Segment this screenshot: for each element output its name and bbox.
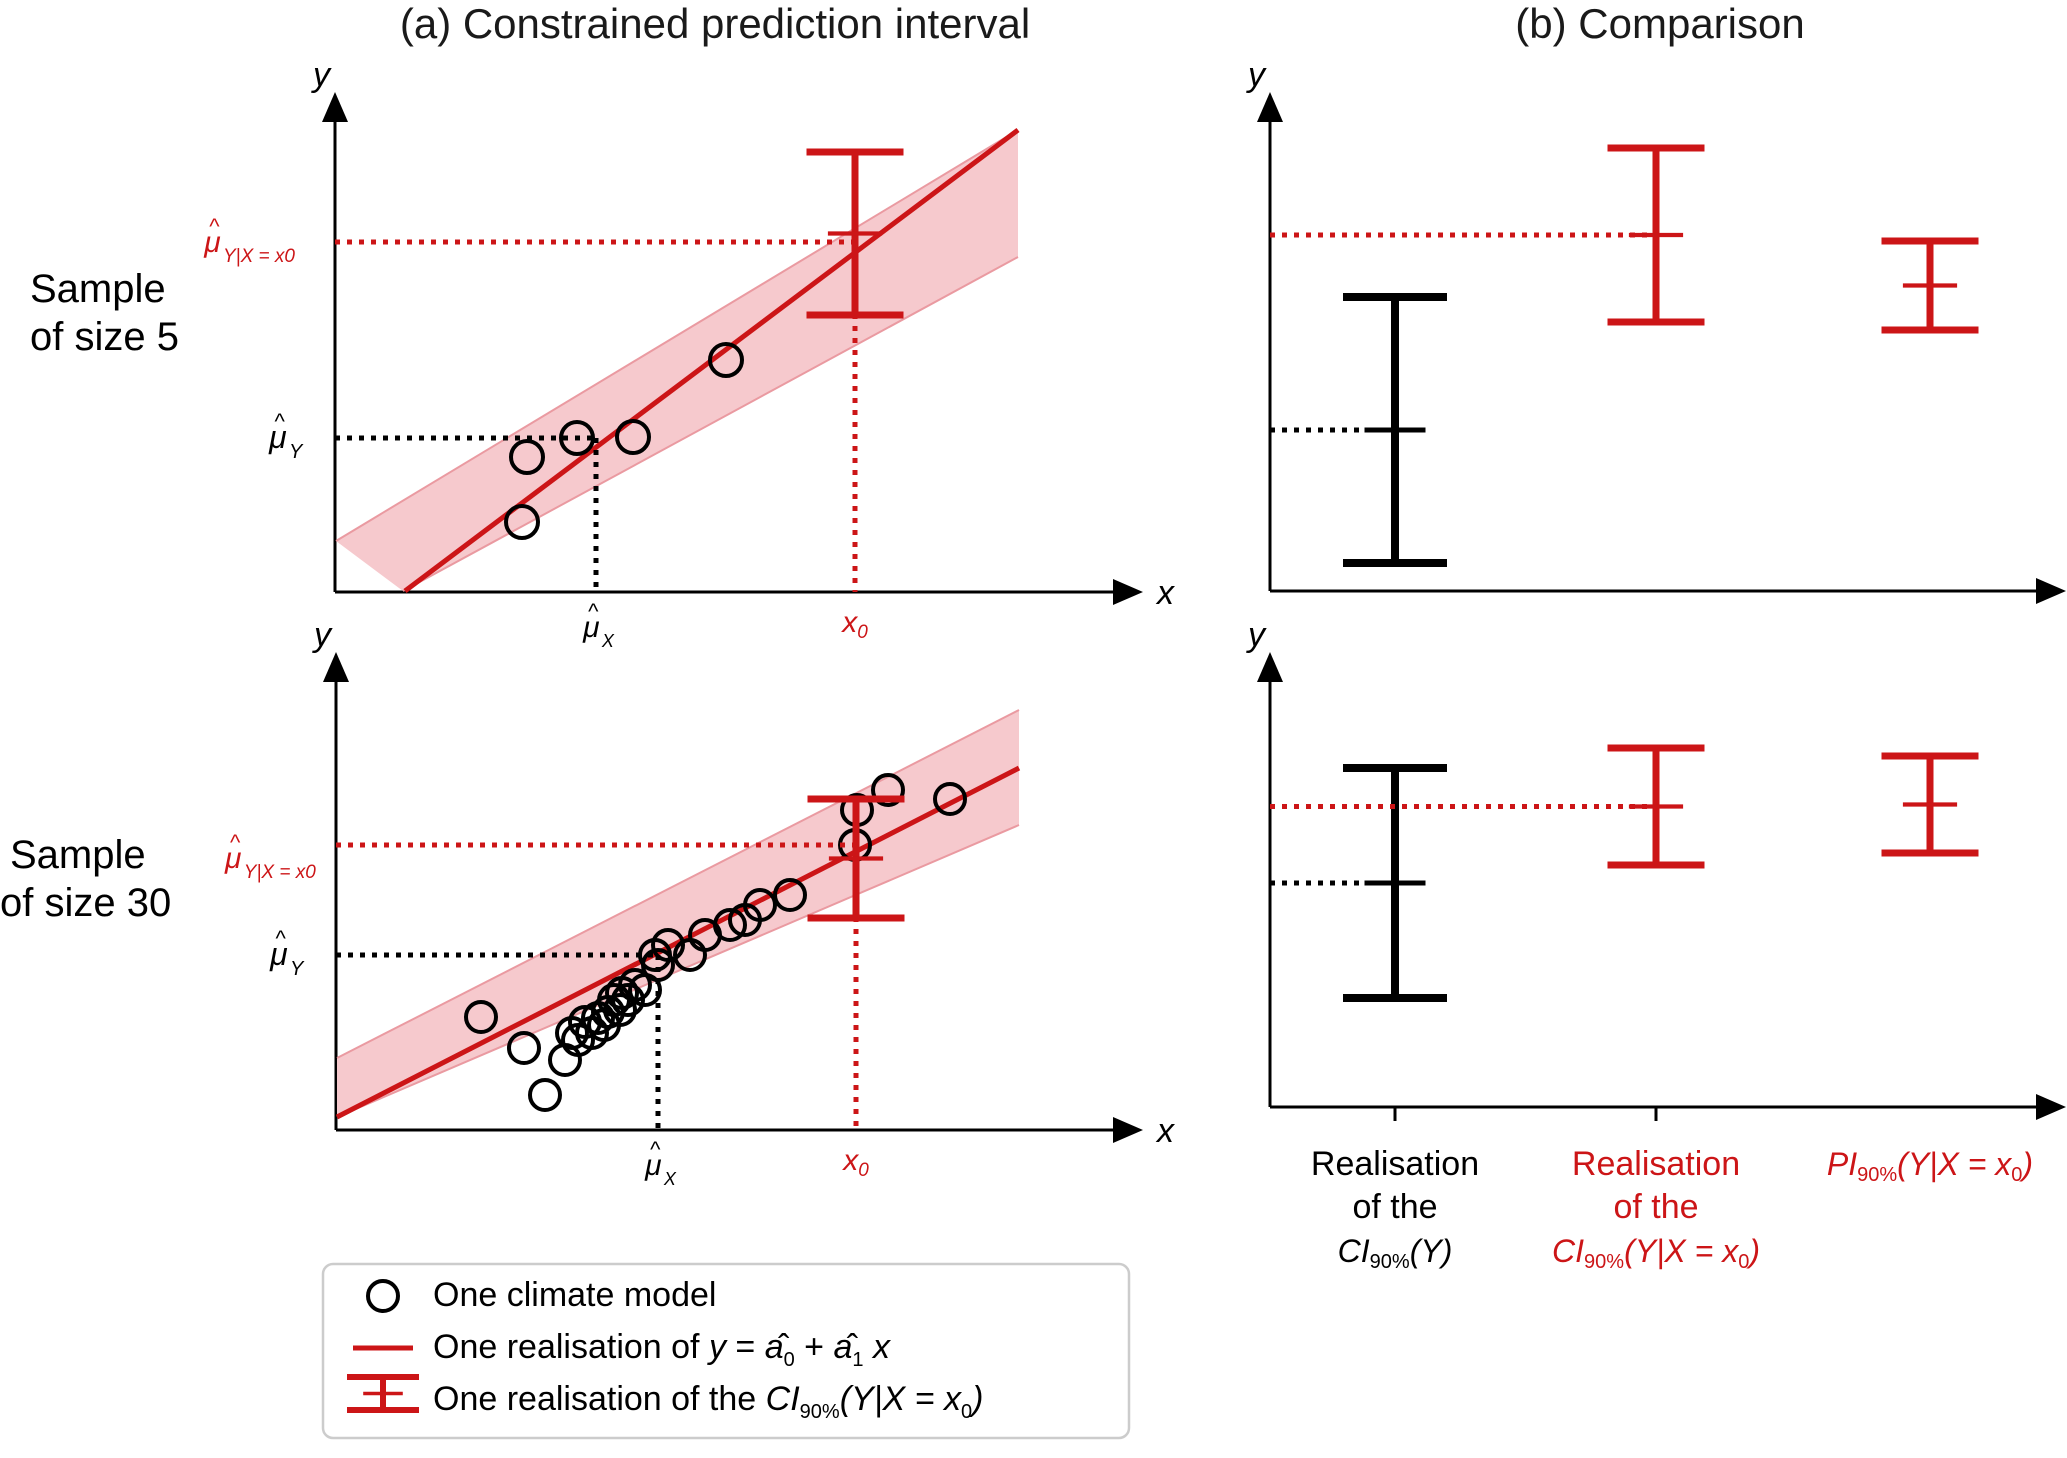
svg-text:Y|X = x0: Y|X = x0 bbox=[223, 246, 295, 267]
svg-text:X: X bbox=[663, 1169, 677, 1189]
svg-text:^: ^ bbox=[276, 926, 287, 951]
svg-text:^: ^ bbox=[230, 830, 241, 855]
svg-text:Y|X = x0: Y|X = x0 bbox=[244, 862, 316, 883]
svg-text:^: ^ bbox=[275, 409, 286, 434]
svg-text:One realisation of the CI90%(Y: One realisation of the CI90%(Y|X = x0) bbox=[433, 1380, 983, 1423]
svg-text:y: y bbox=[1246, 56, 1267, 94]
svg-text:Y: Y bbox=[290, 958, 305, 980]
svg-text:x: x bbox=[1155, 1112, 1175, 1150]
svg-text:Realisation: Realisation bbox=[1311, 1145, 1479, 1183]
svg-text:^: ^ bbox=[209, 214, 220, 239]
svg-text:y: y bbox=[1246, 616, 1267, 654]
svg-text:of the: of the bbox=[1352, 1188, 1437, 1226]
svg-text:CI90%(Y|X = x0): CI90%(Y|X = x0) bbox=[1552, 1233, 1760, 1273]
svg-text:x: x bbox=[1155, 574, 1175, 612]
svg-text:of the: of the bbox=[1613, 1188, 1698, 1226]
svg-text:y: y bbox=[312, 616, 333, 654]
svg-text:Realisation: Realisation bbox=[1572, 1145, 1740, 1183]
svg-text:(b) Comparison: (b) Comparison bbox=[1515, 0, 1804, 47]
svg-text:Sample: Sample bbox=[10, 833, 146, 877]
svg-text:One climate model: One climate model bbox=[433, 1276, 716, 1314]
svg-text:^: ^ bbox=[650, 1137, 661, 1162]
svg-text:Sample: Sample bbox=[30, 267, 166, 311]
svg-text:(a) Constrained prediction int: (a) Constrained prediction interval bbox=[400, 0, 1030, 47]
svg-text:of size 5: of size 5 bbox=[30, 315, 179, 359]
svg-text:^: ^ bbox=[588, 599, 599, 624]
svg-text:One realisation of y = â0 + a: One realisation of y = â0 + â1 x bbox=[433, 1328, 891, 1371]
svg-text:X: X bbox=[601, 631, 615, 651]
svg-text:y: y bbox=[311, 56, 332, 94]
svg-text:of size 30: of size 30 bbox=[0, 881, 171, 925]
svg-text:Y: Y bbox=[289, 441, 304, 463]
